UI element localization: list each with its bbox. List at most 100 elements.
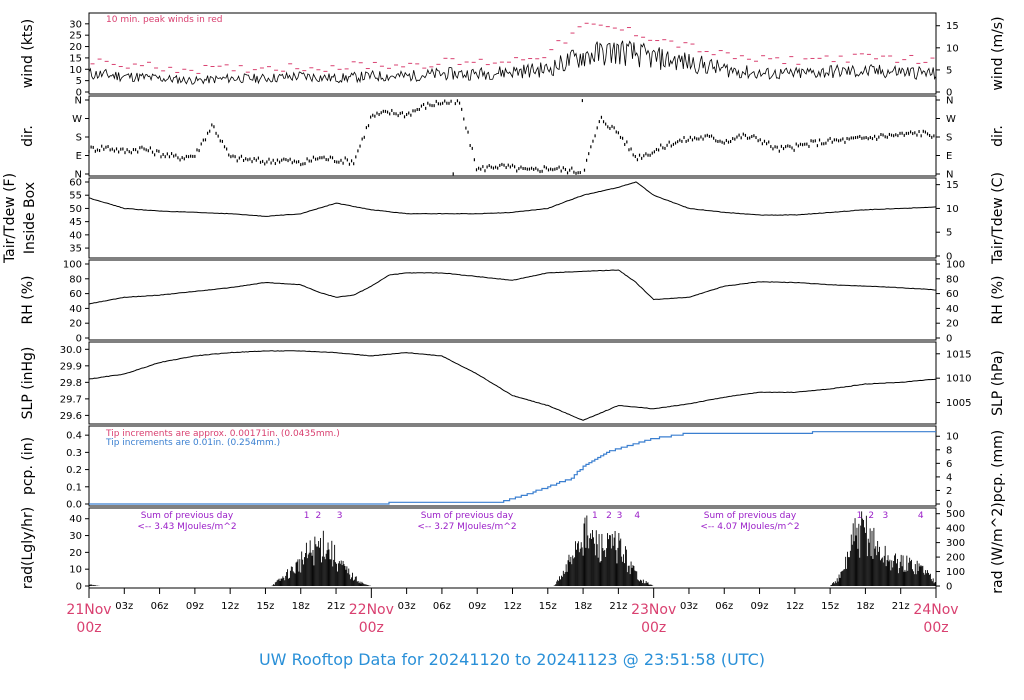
time-tick-label: 06z xyxy=(433,601,451,612)
direction-ylabel-left: dir. xyxy=(20,125,36,147)
pressure-left-tick-label: 30.0 xyxy=(60,345,82,356)
humidity-left-tick-label: 0 xyxy=(76,334,82,345)
wind-left-tick-label: 0 xyxy=(76,88,82,99)
pressure-left-tick-label: 29.8 xyxy=(60,378,82,389)
solar-left-tick-label: 30 xyxy=(69,531,82,542)
day-label: 23Nov xyxy=(631,602,676,618)
solar-ylabel-left: rad(Lgly/hr) xyxy=(20,507,36,589)
temperature-ylabel-right: Tair/Tdew (C) xyxy=(990,172,1006,265)
day-hour-label: 00z xyxy=(641,620,666,636)
temperature-frame xyxy=(88,177,937,259)
time-tick-label: 09z xyxy=(186,601,204,612)
humidity-right-tick-label: 20 xyxy=(946,319,959,330)
precipitation-right-tick-label: 4 xyxy=(946,472,952,483)
precipitation-ylabel-right: pcp. (mm) xyxy=(990,430,1006,503)
time-tick-label: 03z xyxy=(398,601,416,612)
time-tick-label: 15z xyxy=(821,601,839,612)
direction-frame xyxy=(88,95,937,177)
humidity-ylabel-left: RH (%) xyxy=(20,276,36,325)
time-tick-label: 21z xyxy=(327,601,345,612)
wind-left-tick-label: 15 xyxy=(69,53,82,64)
temperature-line xyxy=(88,181,937,217)
solar-hour-mark: 1 xyxy=(592,511,598,521)
solar-summary-title: Sum of previous day xyxy=(421,511,514,521)
pressure-ylabel-right: SLP (hPa) xyxy=(990,350,1006,416)
time-tick-label: 15z xyxy=(539,601,557,612)
time-tick-label: 06z xyxy=(715,601,733,612)
solar-hour-mark: 1 xyxy=(857,511,863,521)
precipitation-right-tick-label: 10 xyxy=(946,432,959,443)
pressure-ylabel-left: SLP (inHg) xyxy=(20,347,36,420)
direction-left-tick-label: S xyxy=(76,133,82,144)
precipitation-frame xyxy=(88,425,937,507)
solar-hour-mark: 3 xyxy=(337,511,343,521)
wind-left-tick-label: 25 xyxy=(69,31,82,42)
time-tick-label: 18z xyxy=(574,601,592,612)
time-axis: 03z 06z 09z 12z 15z 18z 21z 03z 06z 09z 12z 15z 18z 2… xyxy=(66,587,959,636)
time-tick-label: 12z xyxy=(786,601,804,612)
time-tick-label: 06z xyxy=(151,601,169,612)
time-tick-label: 21z xyxy=(609,601,627,612)
precipitation-right-tick-label: 0 xyxy=(946,500,952,511)
solar-hour-mark: 3 xyxy=(617,511,623,521)
temperature-ylabel-left: Tair/Tdew (F) xyxy=(2,173,18,264)
pressure-left-tick-label: 29.7 xyxy=(60,394,82,405)
day-label: 22Nov xyxy=(349,602,394,618)
precipitation-panel: 0.0 0.1 0.2 0.3 0.4 0 2 4 6 8 10 pcp. (in) pcp. (mm)… xyxy=(20,425,1006,511)
temperature-panel: 35 40 45 50 55 60 0 5 10 15 Tair/Tdew (F) Inside Bo… xyxy=(2,172,1006,265)
humidity-panel: 0 20 40 60 80 100 0 20 40 60 80 100 RH (%) RH (%) xyxy=(20,259,1006,345)
day-hour-label: 00z xyxy=(359,620,384,636)
pressure-left-tick-label: 29.9 xyxy=(60,361,82,372)
solar-right-tick-label: 100 xyxy=(946,567,965,578)
direction-left-tick-label: N xyxy=(75,170,82,181)
direction-left-tick-label: E xyxy=(76,151,82,162)
direction-left-tick-label: W xyxy=(72,114,82,125)
temperature-right-tick-label: 5 xyxy=(946,228,952,239)
solar-summary-value: <-- 4.07 MJoules/m^2 xyxy=(700,522,799,532)
precipitation-left-tick-label: 0.4 xyxy=(66,431,82,442)
pressure-right-tick-label: 1015 xyxy=(946,349,971,360)
humidity-right-tick-label: 100 xyxy=(946,260,965,271)
precipitation-left-tick-label: 0.2 xyxy=(66,465,82,476)
solar-summary-value: <-- 3.43 MJoules/m^2 xyxy=(137,522,236,532)
wind-left-tick-label: 10 xyxy=(69,65,82,76)
solar-hour-mark: 4 xyxy=(634,511,640,521)
wind-ylabel-left: wind (kts) xyxy=(20,19,36,88)
wind-right-tick-label: 5 xyxy=(946,65,952,76)
wind-left-tick-label: 5 xyxy=(76,76,82,87)
solar-summary-title: Sum of previous day xyxy=(704,511,797,521)
direction-right-tick-label: S xyxy=(946,133,952,144)
humidity-left-tick-label: 60 xyxy=(69,289,82,300)
wind-frame xyxy=(88,12,937,95)
time-tick-label: 03z xyxy=(115,601,133,612)
temperature-left-tick-label: 35 xyxy=(69,244,82,255)
solar-left-tick-label: 40 xyxy=(69,514,82,525)
temperature-right-tick-label: 15 xyxy=(946,180,959,191)
solar-hour-mark: 2 xyxy=(316,511,322,521)
solar-right-tick-label: 400 xyxy=(946,524,965,535)
pressure-left-tick-label: 29.6 xyxy=(60,411,82,422)
time-tick-label: 09z xyxy=(468,601,486,612)
humidity-left-tick-label: 100 xyxy=(63,260,82,271)
solar-hour-mark: 4 xyxy=(918,511,924,521)
pressure-line xyxy=(88,350,937,421)
time-tick-label: 15z xyxy=(256,601,274,612)
temperature-left-tick-label: 60 xyxy=(69,178,82,189)
solar-hour-mark: 2 xyxy=(868,511,874,521)
solar-summary-title: Sum of previous day xyxy=(141,511,234,521)
direction-left-tick-label: N xyxy=(75,96,82,107)
wind-right-tick-label: 0 xyxy=(946,88,952,99)
precipitation-right-tick-label: 8 xyxy=(946,445,952,456)
day-label: 21Nov xyxy=(66,602,111,618)
wind-right-tick-label: 10 xyxy=(946,43,959,54)
precipitation-right-tick-label: 6 xyxy=(946,459,952,470)
solar-hour-mark: 3 xyxy=(883,511,889,521)
solar-right-tick-label: 300 xyxy=(946,538,965,549)
day-hour-label: 00z xyxy=(923,620,948,636)
day-hour-label: 00z xyxy=(76,620,101,636)
precipitation-right-tick-label: 2 xyxy=(946,486,952,497)
pressure-frame xyxy=(88,341,937,425)
